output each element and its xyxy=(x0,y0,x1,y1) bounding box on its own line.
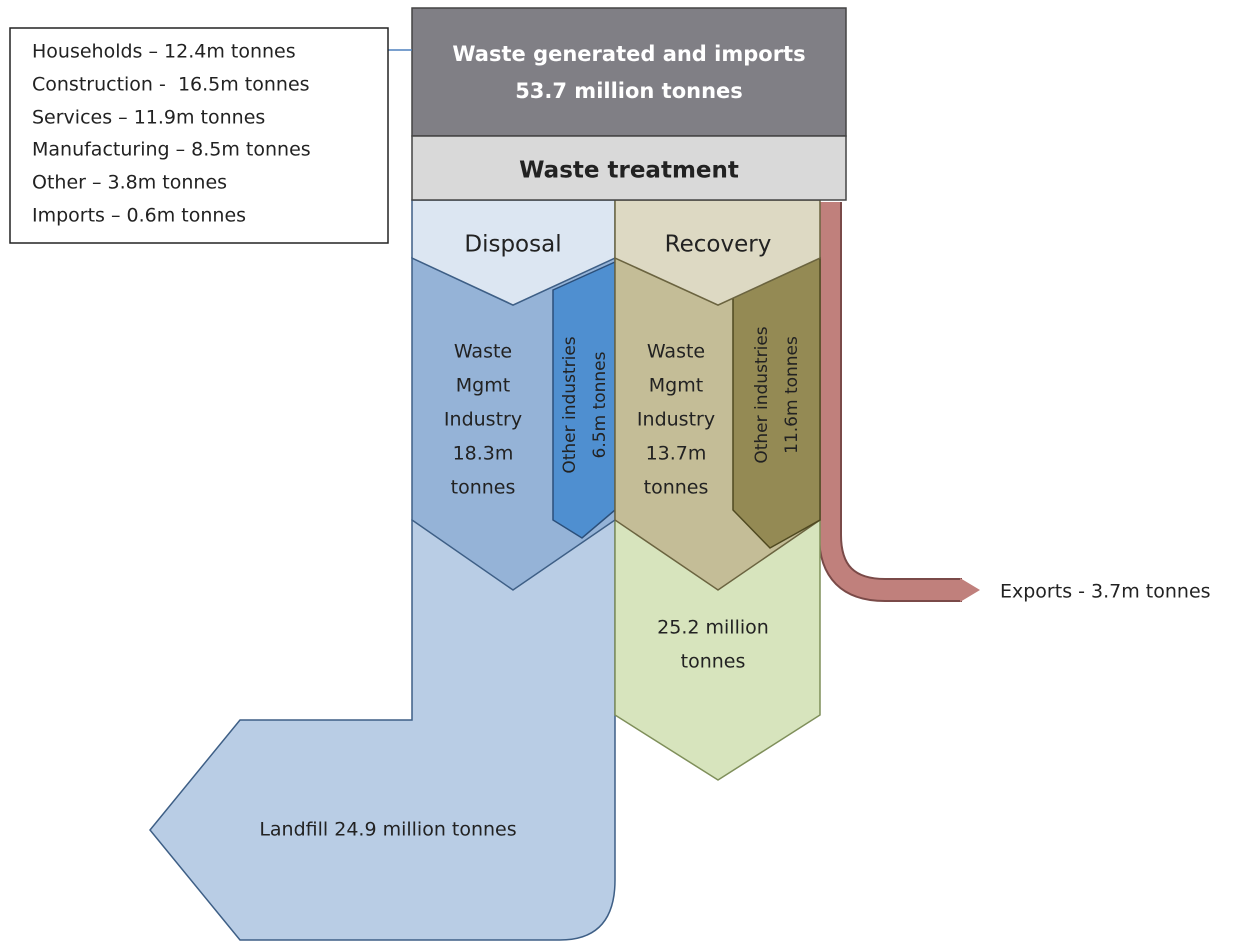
disposal-mgmt-line: Waste xyxy=(454,341,512,363)
recovery-total-line: 25.2 million xyxy=(657,617,769,639)
landfill-label: Landfill 24.9 million tonnes xyxy=(259,819,516,841)
sources-box xyxy=(9,27,389,244)
disposal-header: Disposal xyxy=(464,232,561,258)
generated-line: 53.7 million tonnes xyxy=(515,79,743,103)
disposal-other-line: Other industries xyxy=(560,336,580,473)
landfill-shape xyxy=(149,519,616,941)
source-line: Households – 12.4m tonnes xyxy=(32,41,296,63)
treatment-label: Waste treatment xyxy=(519,158,739,184)
generated-box xyxy=(411,7,847,137)
recovery-mgmt-line: Waste xyxy=(647,341,705,363)
recovery-other-shape xyxy=(732,256,821,549)
source-line: Other – 3.8m tonnes xyxy=(32,172,227,194)
source-line: Manufacturing – 8.5m tonnes xyxy=(32,139,311,161)
recovery-mgmt-line: 13.7m xyxy=(646,443,707,465)
recovery-total-line: tonnes xyxy=(681,651,746,673)
generated-line: Waste generated and imports xyxy=(452,42,805,66)
source-line: Imports – 0.6m tonnes xyxy=(32,205,246,227)
exports-pipe xyxy=(820,202,962,600)
recovery-mgmt-line: Industry xyxy=(637,409,715,431)
exports-pipe-outline xyxy=(818,202,962,602)
recovery-other-line: Other industries xyxy=(752,326,772,463)
disposal-mgmt-line: Mgmt xyxy=(456,375,510,397)
exports-arrow xyxy=(960,578,980,602)
disposal-mgmt-line: 18.3m xyxy=(453,443,514,465)
disposal-mgmt-line: Industry xyxy=(444,409,522,431)
source-line: Services – 11.9m tonnes xyxy=(32,107,265,129)
recovery-mgmt-line: Mgmt xyxy=(649,375,703,397)
recovery-other-line: 11.6m tonnes xyxy=(782,336,802,454)
disposal-mgmt-line: tonnes xyxy=(451,477,516,499)
recovery-mgmt-line: tonnes xyxy=(644,477,709,499)
recovery-header: Recovery xyxy=(665,232,772,258)
disposal-other-line: 6.5m tonnes xyxy=(590,351,610,458)
treatment-box xyxy=(411,135,847,201)
exports-label: Exports - 3.7m tonnes xyxy=(1000,581,1211,603)
disposal-other-shape xyxy=(552,260,616,539)
source-line: Construction - 16.5m tonnes xyxy=(32,74,310,96)
